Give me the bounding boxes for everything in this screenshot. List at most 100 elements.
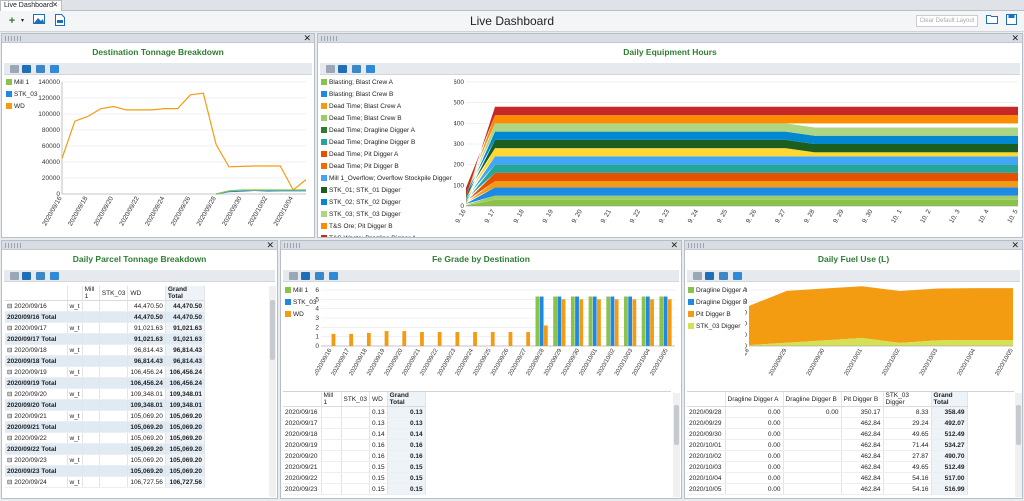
legend-item[interactable]: STK_01; STK_01 Digger xyxy=(321,186,401,196)
scrollbar[interactable] xyxy=(269,286,276,497)
save-icon[interactable] xyxy=(1006,14,1017,28)
table-row[interactable]: ⊟ 2020/09/21 w_t 105,069.20 105,069.20 xyxy=(5,410,206,422)
legend-item[interactable]: T&S Waste; Dragline Digger A xyxy=(321,234,416,237)
collapse-icon[interactable]: ⊟ xyxy=(7,435,15,442)
drag-handle-icon[interactable] xyxy=(5,36,23,41)
drag-handle-icon[interactable] xyxy=(284,243,302,248)
collapse-icon[interactable]: ⊟ xyxy=(7,413,15,420)
table-icon[interactable] xyxy=(36,65,45,73)
table-row[interactable]: 2020/09/28 0.00 0.00 350.17 8.33 358.49 xyxy=(687,406,968,418)
table-row[interactable]: 2020/10/04 0.00 462.84 54.16 517.00 xyxy=(687,472,968,484)
chart-icon[interactable] xyxy=(50,65,59,73)
table-row[interactable]: 2020/10/03 0.00 462.84 49.65 512.49 xyxy=(687,461,968,473)
add-dropdown-icon[interactable]: ▾ xyxy=(20,18,24,24)
legend-item[interactable]: Dragline Digger B xyxy=(688,298,747,308)
collapse-icon[interactable]: ⊟ xyxy=(7,347,15,354)
close-panel-icon[interactable]: ✕ xyxy=(1011,33,1019,43)
excel-icon[interactable] xyxy=(705,272,714,280)
table-icon[interactable] xyxy=(315,272,324,280)
legend-item[interactable]: Dead Time; Blast Crew A xyxy=(321,102,401,112)
legend-item[interactable]: STK_03 Digger xyxy=(688,322,740,332)
open-folder-icon[interactable] xyxy=(986,14,998,28)
scroll-thumb[interactable] xyxy=(674,405,679,445)
scroll-thumb[interactable] xyxy=(1016,405,1021,445)
table-row[interactable]: ⊟ 2020/09/20 w_t 109,348.01 109,348.01 xyxy=(5,388,206,400)
collapse-icon[interactable]: ⊟ xyxy=(7,457,15,464)
table-row[interactable]: 2020/09/22 0.15 0.15 xyxy=(283,472,426,484)
total-row[interactable]: 2020/09/16 Total 44,470.50 44,470.50 xyxy=(5,311,206,323)
legend-item[interactable]: Mill 1 xyxy=(285,286,308,296)
table-row[interactable]: 2020/10/02 0.00 462.84 27.87 490.70 xyxy=(687,450,968,462)
legend-item[interactable]: Dragline Digger A xyxy=(688,286,747,296)
image-icon[interactable] xyxy=(33,14,45,28)
scrollbar[interactable] xyxy=(1015,393,1022,497)
total-row[interactable]: 2020/09/20 Total 109,348.01 109,348.01 xyxy=(5,399,206,411)
scroll-thumb[interactable] xyxy=(270,300,275,360)
table-row[interactable]: 2020/09/19 0.16 0.16 xyxy=(283,439,426,451)
table-row[interactable]: ⊟ 2020/09/19 w_t 106,456.24 106,456.24 xyxy=(5,366,206,378)
filter-icon[interactable] xyxy=(289,272,298,280)
legend[interactable]: Blasting; Blast Crew A Blasting; Blast Cr… xyxy=(321,78,457,237)
drag-handle-icon[interactable] xyxy=(5,243,23,248)
legend-item[interactable]: Dead Time; Dragline Digger A xyxy=(321,126,415,136)
collapse-icon[interactable]: ⊟ xyxy=(7,369,15,376)
chart-icon[interactable] xyxy=(366,65,375,73)
panel-header[interactable]: ✕ xyxy=(2,34,314,43)
table-row[interactable]: 2020/09/23 0.15 0.15 xyxy=(283,483,426,495)
close-panel-icon[interactable]: ✕ xyxy=(266,240,274,250)
table-row[interactable]: ⊟ 2020/09/17 w_t 91,021.63 91,021.63 xyxy=(5,322,206,334)
panel-header[interactable]: ✕ xyxy=(2,241,277,250)
excel-icon[interactable] xyxy=(22,272,31,280)
filter-icon[interactable] xyxy=(10,65,19,73)
excel-icon[interactable] xyxy=(22,65,31,73)
chart-icon[interactable] xyxy=(733,272,742,280)
total-row[interactable]: 2020/09/23 Total 105,069.20 105,069.20 xyxy=(5,465,206,477)
legend-item[interactable]: Dead Time; Dragline Digger B xyxy=(321,138,415,148)
legend-item[interactable]: WD xyxy=(6,102,25,112)
total-row[interactable]: 2020/09/18 Total 96,814.43 96,814.43 xyxy=(5,355,206,367)
pdf-icon[interactable] xyxy=(55,14,65,28)
excel-icon[interactable] xyxy=(338,65,347,73)
legend-item[interactable]: Pit Digger B xyxy=(688,310,731,320)
table-row[interactable]: ⊟ 2020/09/22 w_t 105,069.20 105,069.20 xyxy=(5,432,206,444)
table-row[interactable]: 2020/09/20 0.16 0.16 xyxy=(283,450,426,462)
legend-item[interactable]: STK_03; STK_03 Digger xyxy=(321,210,401,220)
table-row[interactable]: 2020/09/29 0.00 462.84 29.24 492.07 xyxy=(687,417,968,429)
legend-item[interactable]: WD xyxy=(285,310,304,320)
filter-icon[interactable] xyxy=(326,65,335,73)
legend-item[interactable]: STK_03 xyxy=(6,90,38,100)
close-panel-icon[interactable]: ✕ xyxy=(1011,240,1019,250)
total-row[interactable]: 2020/09/17 Total 91,021.63 91,021.63 xyxy=(5,333,206,345)
legend-item[interactable]: STK_02; STK_02 Digger xyxy=(321,198,401,208)
total-row[interactable]: 2020/09/19 Total 106,456.24 106,456.24 xyxy=(5,377,206,389)
collapse-icon[interactable]: ⊟ xyxy=(7,391,15,398)
total-row[interactable]: 2020/09/21 Total 105,069.20 105,069.20 xyxy=(5,421,206,433)
close-panel-icon[interactable]: ✕ xyxy=(303,33,311,43)
scrollbar[interactable] xyxy=(673,393,680,497)
chart-icon[interactable] xyxy=(50,272,59,280)
legend-item[interactable]: Blasting; Blast Crew B xyxy=(321,90,393,100)
table-icon[interactable] xyxy=(719,272,728,280)
filter-icon[interactable] xyxy=(10,272,19,280)
table-row[interactable]: ⊟ 2020/09/16 w_t 44,470.50 44,470.50 xyxy=(5,300,206,312)
chart-icon[interactable] xyxy=(329,272,338,280)
close-panel-icon[interactable]: ✕ xyxy=(670,240,678,250)
table-row[interactable]: 2020/10/01 0.00 462.84 71.44 534.27 xyxy=(687,439,968,451)
legend-item[interactable]: Dead Time; Blast Crew B xyxy=(321,114,402,124)
legend-item[interactable]: Dead Time; Pit Digger B xyxy=(321,162,399,172)
collapse-icon[interactable]: ⊟ xyxy=(7,479,15,486)
table-icon[interactable] xyxy=(352,65,361,73)
table-row[interactable]: 2020/10/05 0.00 462.84 54.16 516.99 xyxy=(687,483,968,495)
drag-handle-icon[interactable] xyxy=(321,36,339,41)
legend-item[interactable]: Mill 1 xyxy=(6,78,29,88)
close-tab-icon[interactable]: ✕ xyxy=(52,2,58,9)
legend-item[interactable]: Mill 1_Overflow; Overflow Stockpile Digg… xyxy=(321,174,452,184)
table-row[interactable]: 2020/09/18 0.14 0.14 xyxy=(283,428,426,440)
add-icon[interactable]: + xyxy=(8,15,16,27)
table-icon[interactable] xyxy=(36,272,45,280)
panel-header[interactable]: ✕ xyxy=(685,241,1022,250)
legend-item[interactable]: Dead Time; Pit Digger A xyxy=(321,150,398,160)
drag-handle-icon[interactable] xyxy=(688,243,706,248)
table-row[interactable]: 2020/09/30 0.00 462.84 49.65 512.49 xyxy=(687,428,968,440)
collapse-icon[interactable]: ⊟ xyxy=(7,303,15,310)
